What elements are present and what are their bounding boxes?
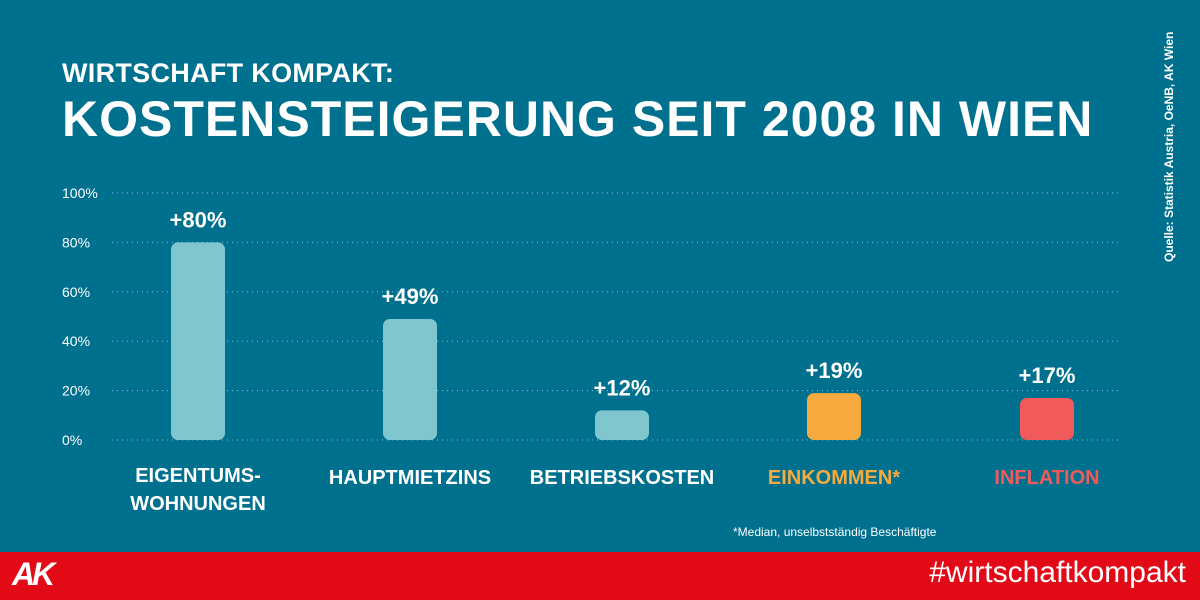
y-tick-label: 100% xyxy=(62,185,98,201)
bar xyxy=(807,393,861,440)
category-label: INFLATION xyxy=(994,467,1099,489)
category-label: HAUPTMIETZINS xyxy=(329,467,491,489)
bar xyxy=(1020,398,1074,440)
y-tick-label: 80% xyxy=(62,234,90,250)
footer-bar: AK #wirtschaftkompakt xyxy=(0,552,1200,600)
footnote: *Median, unselbstständig Beschäftigte xyxy=(733,525,937,539)
hashtag: #wirtschaftkompakt xyxy=(929,556,1186,589)
category-label: WOHNUNGEN xyxy=(130,493,266,515)
category-label: EINKOMMEN* xyxy=(768,467,900,489)
page-title: KOSTENSTEIGERUNG SEIT 2008 IN WIEN xyxy=(62,91,1094,147)
bar xyxy=(595,410,649,440)
value-label: +17% xyxy=(1019,363,1076,388)
y-tick-label: 40% xyxy=(62,333,90,349)
y-tick-label: 60% xyxy=(62,284,90,300)
category-label: EIGENTUMS- xyxy=(135,465,261,487)
value-label: +80% xyxy=(170,207,227,232)
ak-logo: AK xyxy=(12,556,55,592)
y-tick-label: 20% xyxy=(62,383,90,399)
y-tick-label: 0% xyxy=(62,432,82,448)
value-label: +12% xyxy=(594,375,651,400)
category-label: BETRIEBSKOSTEN xyxy=(530,467,714,489)
bar xyxy=(171,242,225,440)
value-label: +49% xyxy=(382,284,439,309)
subtitle: WIRTSCHAFT KOMPAKT: xyxy=(62,58,395,88)
value-label: +19% xyxy=(806,358,863,383)
bar xyxy=(383,318,437,440)
